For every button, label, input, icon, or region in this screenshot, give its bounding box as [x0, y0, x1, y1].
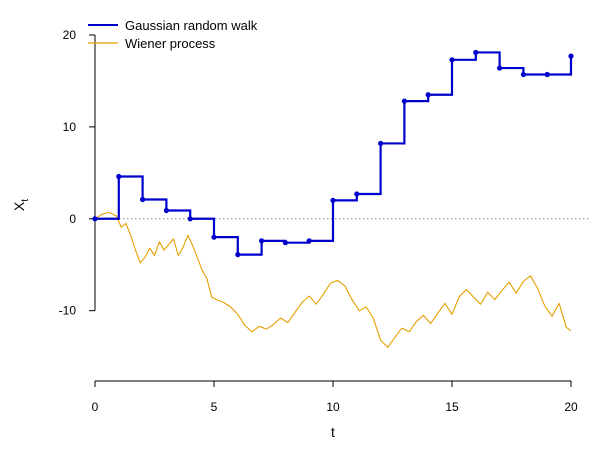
gaussian-random-walk-point: [473, 49, 479, 56]
y-tick-label: -10: [59, 304, 77, 318]
legend-label-gaussian: Gaussian random walk: [125, 18, 258, 33]
gaussian-random-walk-point: [259, 238, 265, 244]
x-tick-label: 5: [211, 400, 218, 414]
series-line-gaussian-random-walk: [95, 51, 573, 256]
x-tick-label: 10: [326, 400, 340, 414]
gaussian-random-walk-point: [187, 216, 193, 222]
x-tick-label: 15: [445, 400, 459, 414]
x-axis-title: t: [331, 424, 335, 440]
legend: Gaussian random walk Wiener process: [88, 18, 258, 51]
gaussian-random-walk-point: [140, 196, 146, 203]
gaussian-random-walk-point: [235, 252, 241, 258]
gaussian-random-walk-point: [330, 197, 336, 204]
x-tick-label: 0: [92, 400, 99, 414]
axes: 0 5 10 15 20 -10 0 10 20: [59, 28, 589, 414]
gaussian-random-walk-point: [282, 240, 288, 246]
gaussian-random-walk-point: [116, 173, 122, 180]
y-tick-label: 20: [63, 28, 77, 42]
gaussian-random-walk-point: [544, 71, 550, 78]
gaussian-random-walk-point: [425, 92, 431, 98]
series-layer: [92, 49, 574, 348]
gaussian-random-walk-point: [354, 191, 360, 197]
svg-text:Xt: Xt: [11, 199, 31, 211]
legend-item-wiener: Wiener process: [88, 36, 216, 51]
y-tick-label: 0: [69, 212, 76, 226]
y-axis-title-subscript: t: [20, 199, 31, 202]
x-tick-label: 20: [564, 400, 578, 414]
gaussian-random-walk-point: [92, 216, 98, 222]
gaussian-random-walk-point: [568, 53, 574, 59]
y-axis-title: Xt: [11, 199, 31, 211]
series-line-wiener-process: [94, 211, 572, 348]
gaussian-random-walk-point: [306, 238, 312, 244]
legend-item-gaussian: Gaussian random walk: [88, 18, 258, 33]
gaussian-random-walk-point: [401, 98, 407, 104]
y-axis-title-main: X: [11, 201, 27, 211]
y-tick-label: 10: [63, 120, 77, 134]
gaussian-random-walk-point: [211, 234, 217, 240]
legend-label-wiener: Wiener process: [125, 36, 216, 51]
gaussian-random-walk-point: [378, 140, 384, 147]
gaussian-random-walk-point: [497, 65, 503, 71]
gaussian-random-walk-point: [520, 71, 527, 78]
gaussian-random-walk-point: [449, 57, 455, 63]
gaussian-random-walk-point: [163, 207, 169, 214]
